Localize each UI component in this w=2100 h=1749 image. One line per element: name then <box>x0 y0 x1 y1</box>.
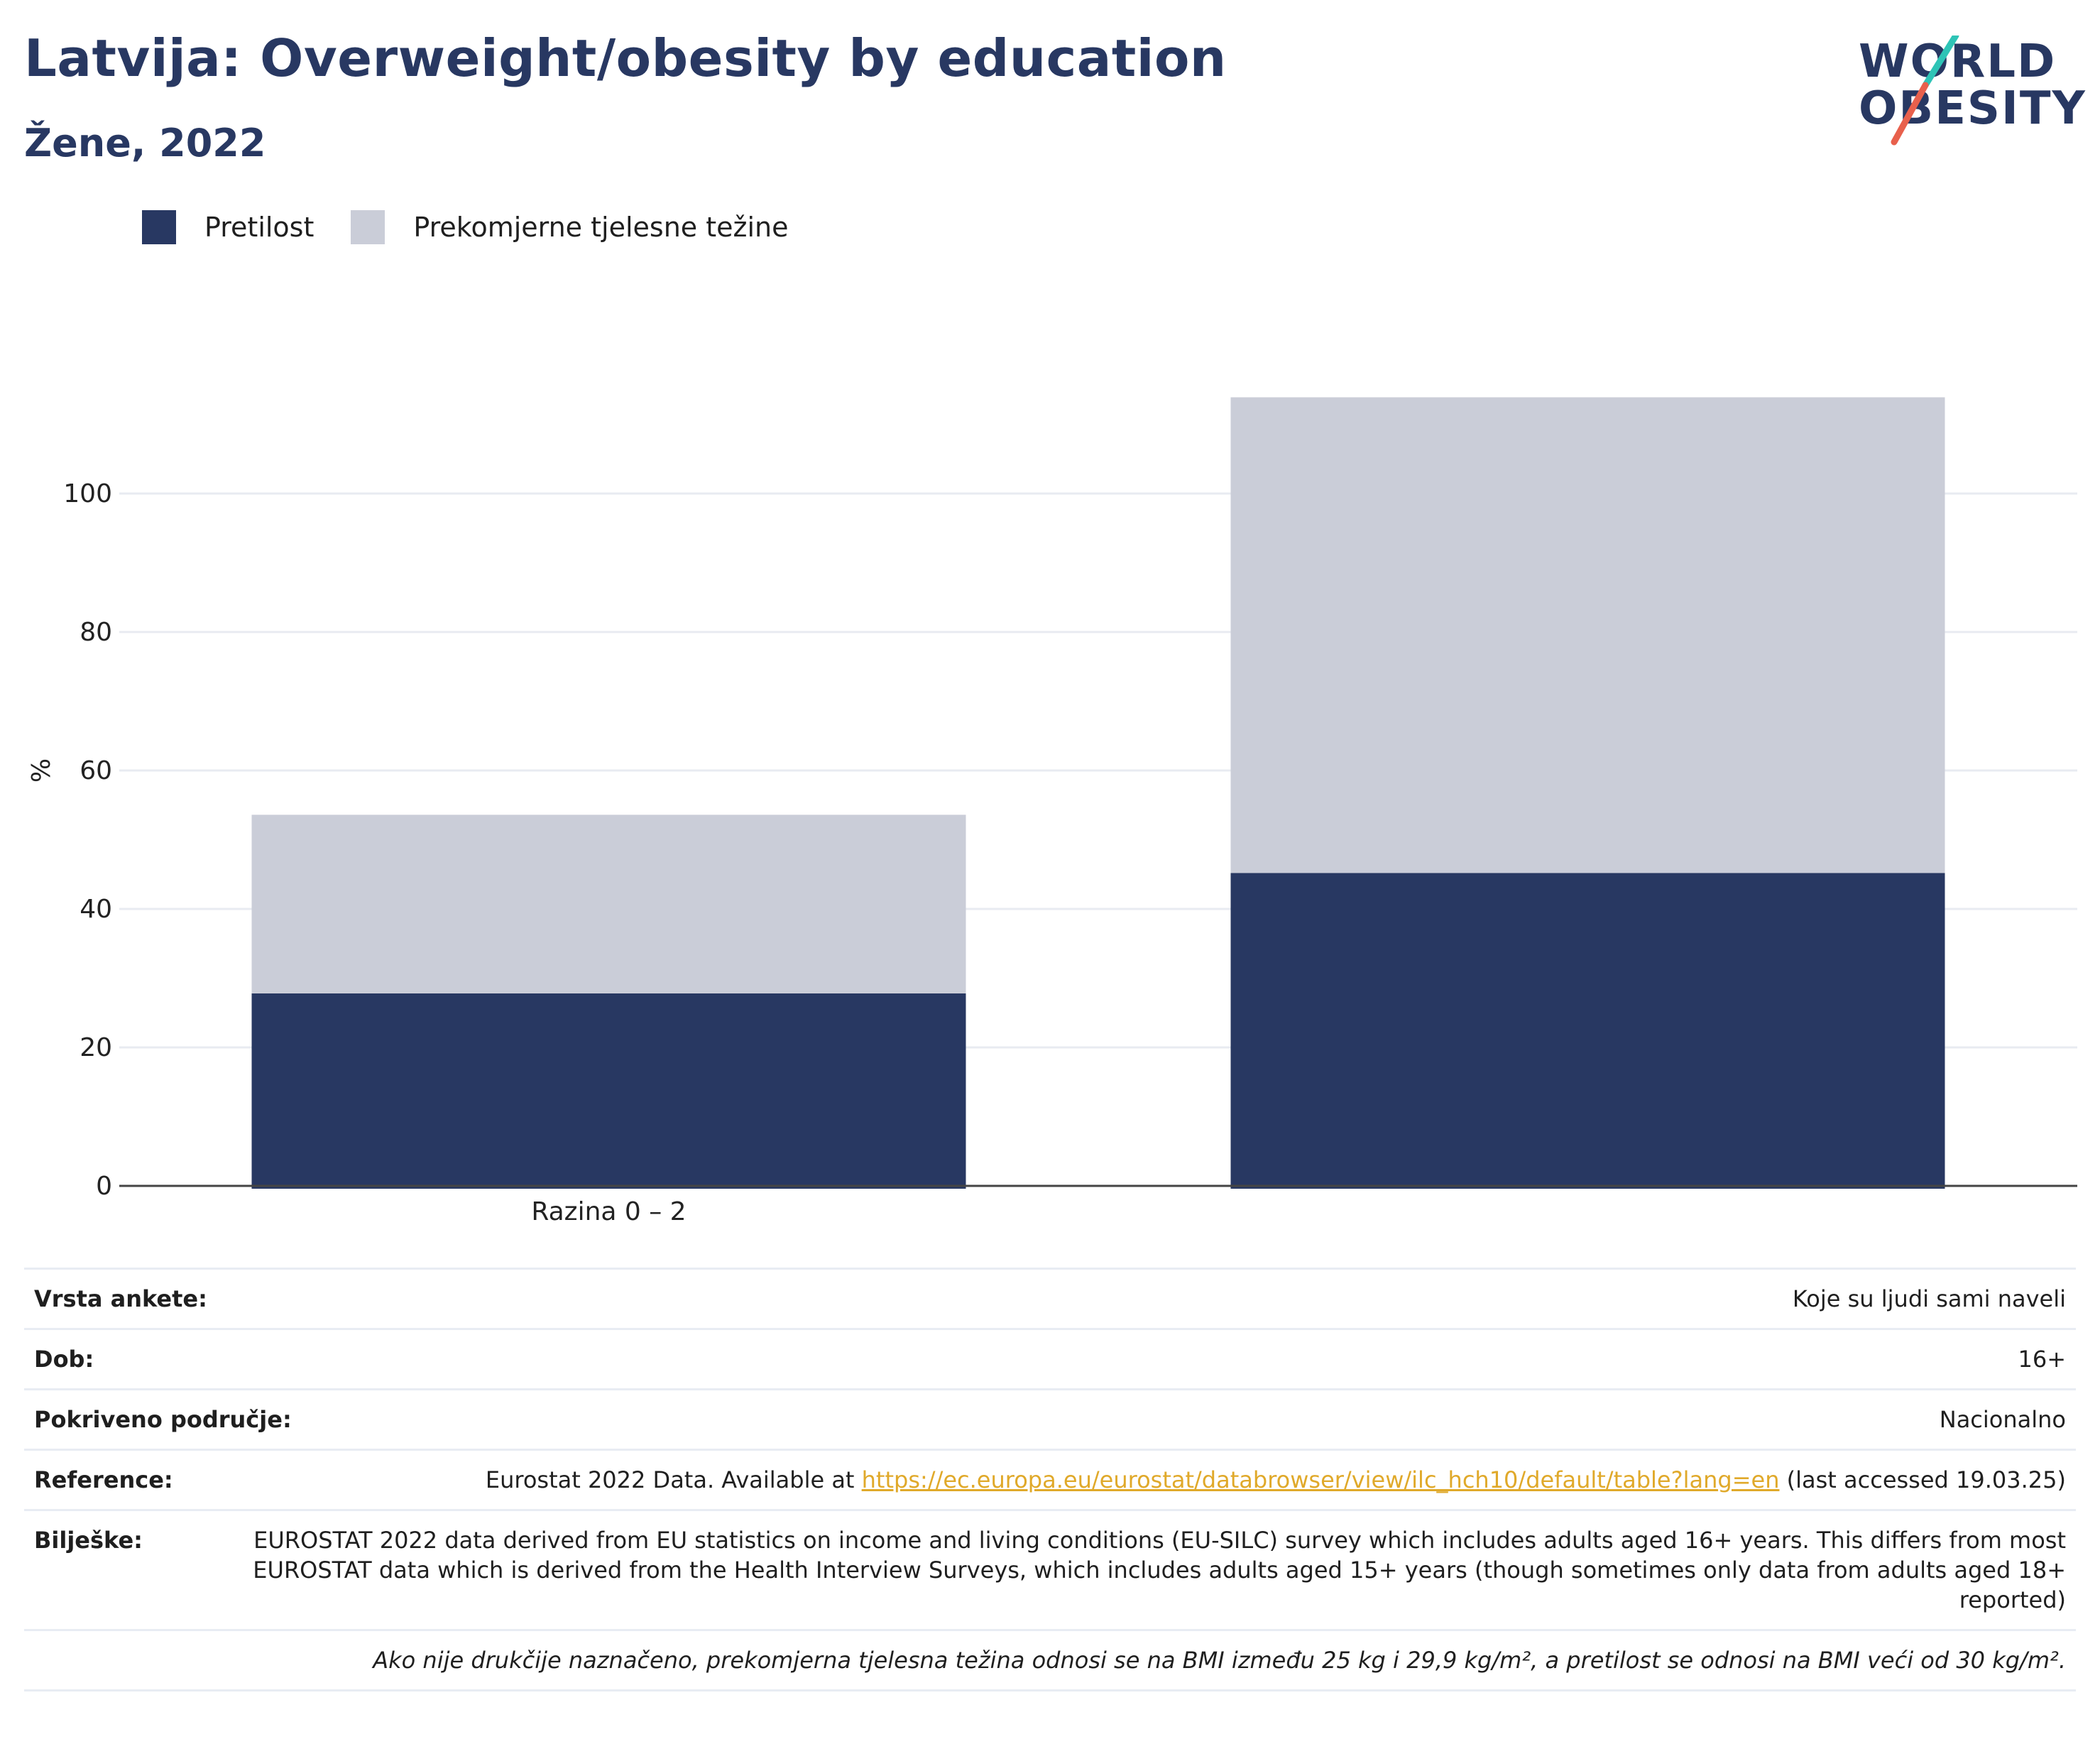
stacked-bar-chart: 0 20 40 60 80 100% Razina 0 – 2 <box>27 397 2077 1226</box>
metadata-table: Vrsta ankete: Koje su ljudi sami naveli … <box>24 1268 2076 1691</box>
meta-key-notes: Bilješke: <box>34 1527 143 1554</box>
logo-line-1: WORLD <box>1859 36 2057 88</box>
legend-swatch-prekomjerne <box>351 210 385 244</box>
chart-legend: Pretilost Prekomjerne tjelesne težine <box>142 210 826 244</box>
meta-row-coverage: Pokriveno područje: Nacionalno <box>24 1388 2076 1449</box>
bar-pretilost-1 <box>1230 873 1945 1189</box>
meta-value-age: 16+ <box>2018 1346 2066 1373</box>
meta-row-survey-type: Vrsta ankete: Koje su ljudi sami naveli <box>24 1268 2076 1328</box>
meta-value-coverage: Nacionalno <box>1939 1406 2066 1433</box>
legend-label-pretilost: Pretilost <box>204 212 315 243</box>
legend-swatch-pretilost <box>142 210 176 244</box>
x-tick-label: Razina 0 – 2 <box>531 1197 686 1226</box>
bar-prekomjerne-0 <box>251 814 966 993</box>
reference-text-post: (last accessed 19.03.25) <box>1779 1466 2066 1493</box>
y-tick-label: 0 <box>96 1172 112 1201</box>
meta-value-notes: EUROSTAT 2022 data derived from EU stati… <box>253 1527 2066 1613</box>
meta-value-reference: Eurostat 2022 Data. Available at https:/… <box>486 1465 2066 1495</box>
legend-label-prekomjerne: Prekomjerne tjelesne težine <box>413 212 789 243</box>
legend-item-prekomjerne[interactable]: Prekomjerne tjelesne težine <box>351 210 789 244</box>
reference-text-pre: Eurostat 2022 Data. Available at <box>485 1466 862 1493</box>
bar-prekomjerne-1 <box>1230 397 1945 873</box>
meta-row-reference: Reference: Eurostat 2022 Data. Available… <box>24 1449 2076 1509</box>
meta-key-age: Dob: <box>34 1346 94 1373</box>
footnote: Ako nije drukčije naznačeno, prekomjerna… <box>24 1629 2076 1691</box>
reference-link[interactable]: https://ec.europa.eu/eurostat/databrowse… <box>861 1466 1780 1493</box>
y-tick-label: 100 <box>63 479 112 508</box>
bar-pretilost-0 <box>251 993 966 1189</box>
y-tick-label: 20 <box>80 1033 112 1062</box>
legend-item-pretilost[interactable]: Pretilost <box>142 210 314 244</box>
world-obesity-logo: WORLD OBESITY <box>1846 36 2087 156</box>
meta-key-reference: Reference: <box>34 1466 173 1493</box>
y-tick-label: 80 <box>80 618 112 647</box>
y-tick-label: 60 <box>80 756 112 785</box>
logo-slash-icon <box>1891 36 1959 146</box>
meta-key-coverage: Pokriveno područje: <box>34 1406 292 1433</box>
logo-line-2: OBESITY <box>1859 82 2087 135</box>
meta-key-survey-type: Vrsta ankete: <box>34 1285 207 1312</box>
page-subtitle: Žene, 2022 <box>24 121 266 165</box>
meta-row-age: Dob: 16+ <box>24 1328 2076 1388</box>
y-axis-label: % <box>27 758 56 783</box>
meta-row-notes: Bilješke: EUROSTAT 2022 data derived fro… <box>24 1509 2076 1629</box>
meta-value-survey-type: Koje su ljudi sami naveli <box>1792 1285 2066 1312</box>
y-tick-label: 40 <box>80 895 112 924</box>
page-title: Latvija: Overweight/obesity by education <box>24 28 1227 88</box>
